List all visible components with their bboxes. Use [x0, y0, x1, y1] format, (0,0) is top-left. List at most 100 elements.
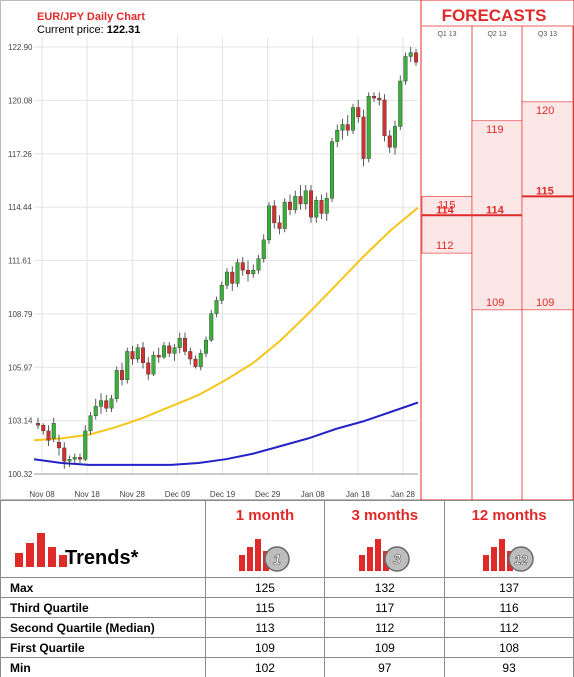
candle-body: [198, 353, 203, 367]
candle-body: [330, 141, 335, 199]
candle: [203, 336, 208, 358]
candle-body: [245, 269, 250, 275]
candle: [303, 185, 308, 210]
cell-value: 116: [444, 597, 574, 618]
candle-body: [387, 135, 392, 148]
candle-body: [309, 190, 314, 218]
candle: [240, 256, 245, 276]
candle-body: [345, 124, 350, 131]
trend-col-title: 12 months: [471, 507, 547, 524]
row-label: Second Quartile (Median): [0, 617, 206, 638]
candle: [88, 411, 93, 435]
candle: [372, 92, 377, 102]
horizon-icon: 12: [445, 533, 573, 573]
candle-body: [172, 347, 177, 354]
candle: [151, 351, 156, 377]
candle: [366, 92, 371, 163]
candle: [198, 349, 203, 371]
icon-bar: [246, 547, 253, 571]
cell-value: 115: [204, 597, 326, 618]
icon-bar: [491, 547, 498, 571]
candle: [272, 200, 277, 229]
moving-average-short-line: [33, 206, 419, 442]
trend-col-3: 12 months 12: [444, 500, 574, 578]
y-axis-labels: 122.90 120.08 117.26 114.44 111.61 108.79 105.…: [8, 43, 33, 479]
x-tick-label: Dec 29: [255, 490, 281, 499]
candle-body: [161, 345, 166, 358]
y-tick-label: 120.08: [8, 96, 33, 105]
icon-bar: [499, 539, 506, 571]
candle: [309, 185, 314, 223]
candle-body: [98, 400, 103, 407]
bar-chart-icon: [15, 533, 67, 567]
forecast-high-label: 120: [536, 105, 554, 117]
x-tick-label: Jan 18: [346, 490, 371, 499]
forecast-low-label: 112: [436, 240, 454, 252]
cell-value: 109: [204, 637, 326, 658]
y-tick-label: 105.97: [8, 363, 33, 372]
badge-circle: [264, 546, 290, 572]
candle: [46, 425, 51, 447]
y-tick-label: 100.32: [8, 470, 33, 479]
forecast-median-label: 114: [436, 204, 455, 216]
candle: [219, 281, 224, 305]
x-axis-labels: Nov 08 Nov 18 Nov 28 Dec 09 Dec 19 Dec 29 Jan …: [29, 490, 415, 499]
candle: [214, 296, 219, 318]
candle-body: [125, 351, 130, 381]
candle-body: [282, 201, 287, 229]
x-tick-label: Dec 19: [210, 490, 236, 499]
badge-number: 12: [514, 553, 528, 567]
forecast-band: [521, 101, 574, 311]
candle: [319, 194, 324, 220]
trends-header-row: Trends* 1 month 1 3 months 3 12 months 1…: [0, 500, 574, 578]
forecast-high-label: 119: [486, 124, 504, 136]
badge-circle: [508, 546, 534, 572]
candle-body: [224, 271, 229, 286]
trends-label-cell: Trends*: [0, 500, 206, 578]
quarter-label: Q2 13: [487, 31, 506, 38]
candle-body: [340, 124, 345, 131]
candle-body: [109, 398, 114, 409]
candle-body: [188, 351, 193, 360]
candle-body: [372, 95, 377, 99]
candle-body: [77, 457, 82, 460]
chart-grid: [34, 37, 418, 475]
candle-body: [403, 56, 408, 82]
candle: [104, 394, 109, 412]
icon-bar: [238, 555, 245, 571]
candle: [414, 48, 419, 66]
candle-body: [293, 196, 298, 210]
candle: [298, 185, 303, 210]
y-tick-label: 114.44: [8, 203, 32, 212]
candle: [41, 423, 46, 435]
candle: [224, 268, 229, 290]
candle-body: [140, 347, 145, 364]
candle-body: [235, 262, 240, 284]
candle: [230, 266, 235, 291]
candle: [393, 120, 398, 155]
row-label: First Quartile: [0, 637, 206, 658]
candle: [77, 453, 82, 464]
candle-body: [114, 370, 119, 399]
cell-value: 102: [204, 657, 326, 677]
y-tick-label: 111.61: [8, 257, 32, 266]
candle: [188, 347, 193, 365]
x-tick-label: Nov 28: [120, 490, 146, 499]
eurjpy-chart: 122.90 120.08 117.26 114.44 111.61 108.79 105.…: [0, 0, 574, 500]
current-price: Current price: 122.31: [37, 24, 140, 36]
candle: [93, 398, 98, 420]
forecast-median-label: 115: [536, 185, 554, 197]
candle-body: [193, 358, 198, 367]
candle-body: [267, 205, 272, 241]
candle: [345, 115, 350, 136]
candle-body: [41, 425, 46, 432]
candle-body: [230, 271, 235, 284]
candle-body: [398, 80, 403, 127]
candle: [177, 332, 182, 354]
y-tick-label: 108.79: [8, 310, 33, 319]
forecast-low-label: 109: [486, 297, 504, 309]
badge-circle: [384, 546, 410, 572]
candle-body: [219, 285, 224, 301]
candle: [387, 130, 392, 153]
x-tick-label: Nov 08: [29, 490, 55, 499]
